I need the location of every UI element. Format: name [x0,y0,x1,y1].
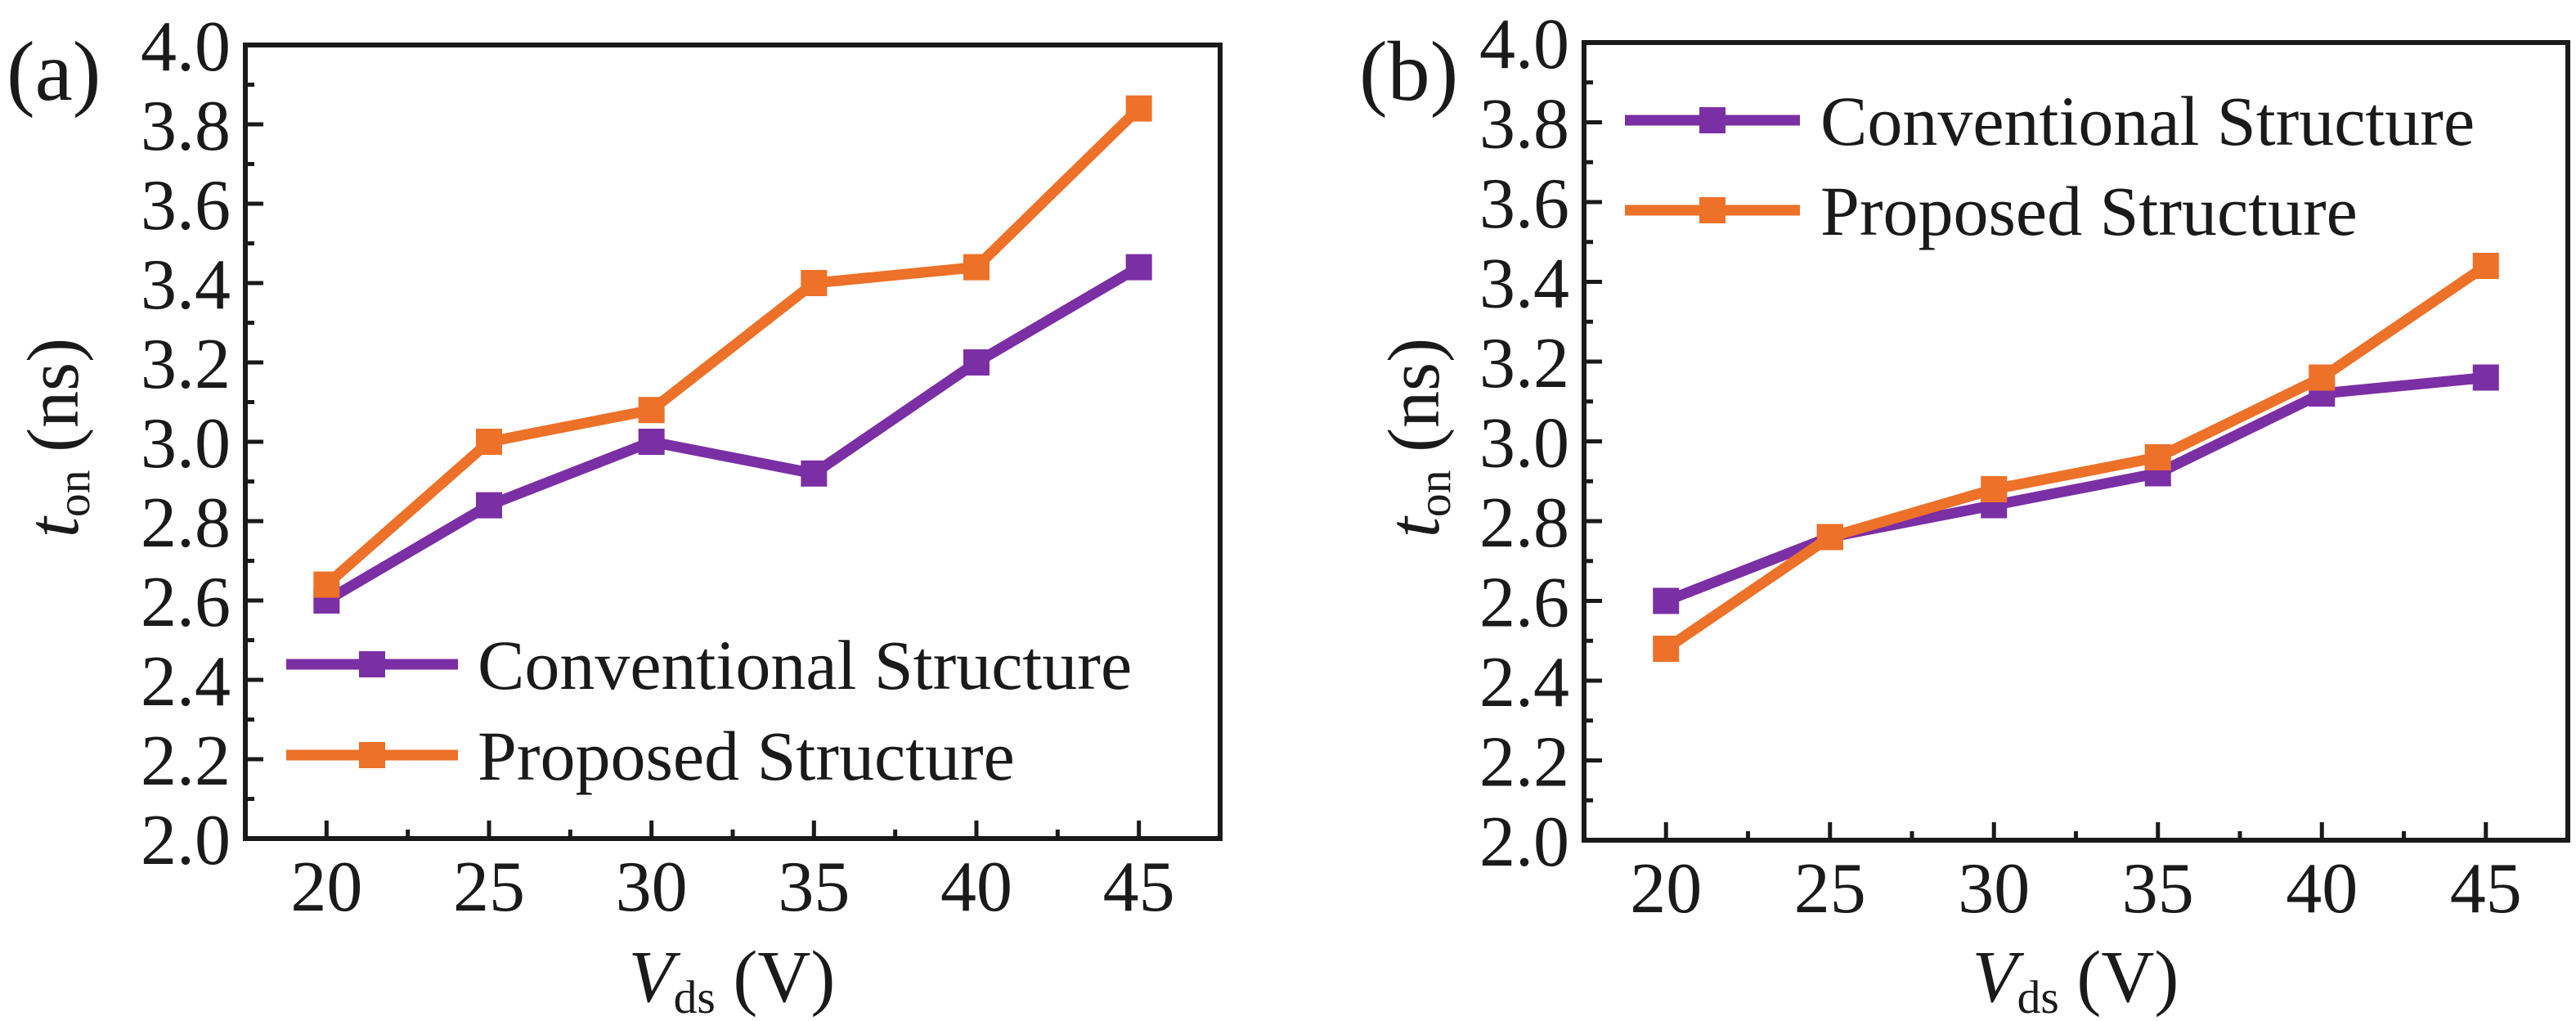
panel-a-x-tick-label: 30 [616,848,688,927]
x-axis-variable: V [628,937,674,1018]
y-axis-variable: t [13,517,94,538]
panel-b-x-axis-title: Vds (V) [1972,941,2179,1021]
panel-a-y-tick-label: 3.0 [141,404,231,484]
panel-b-plot-border [1582,40,2570,843]
panel-b-x-tick-label: 20 [1630,849,1702,929]
panel-b-y-tick-label: 2.8 [1479,484,1569,563]
panel-a-data-point-proposed [1125,95,1152,122]
y-axis-unit: (ns) [13,337,94,452]
panel-a-series-line-conventional [324,262,1142,605]
panel-a-data-point-proposed [313,571,340,598]
panel-b-y-tick-label: 2.6 [1479,564,1569,643]
panel-b-x-tick-label: 25 [1794,849,1866,929]
panel-a-data-point-conventional [638,429,665,455]
y-axis-unit: (ns) [1374,337,1455,452]
panel-b-data-point-proposed [1653,636,1680,662]
panel-b-legend-label-proposed: Proposed Structure [1820,172,2358,250]
x-axis-variable: V [1972,937,2017,1018]
panel-b-y-tick-label: 3.4 [1479,245,1569,324]
panel-a-x-axis-title: Vds (V) [629,941,836,1021]
panel-b-data-point-proposed [2309,364,2336,391]
panel-a-x-tick-label: 45 [1103,848,1175,927]
panel-a-y-tick-label: 2.8 [141,484,231,563]
panel-a-y-tick-label: 2.2 [141,722,231,801]
panel-b-data-point-proposed [2472,253,2499,279]
y-axis-variable: t [1374,517,1455,538]
panel-b-label: (b) [1359,25,1459,119]
panel-a-x-tick-label: 40 [940,848,1012,927]
panel-b-data-point-conventional [1653,587,1680,614]
panel-a-x-tick-label: 35 [778,848,850,927]
panel-b-y-tick-label: 3.2 [1479,324,1569,403]
panel-b-data-point-proposed [2144,444,2171,470]
panel-a-data-point-conventional [476,492,502,519]
panel-a-y-tick-label: 3.6 [141,166,231,245]
panel-a-y-tick-label: 3.2 [141,325,231,404]
y-axis-subscript: on [47,470,100,518]
panel-b-y-axis-title: ton (ns) [1374,338,1461,537]
panel-a-data-point-conventional [801,460,828,487]
panel-b-x-tick-label: 35 [2122,849,2194,929]
panel-b-y-tick-label: 2.0 [1479,803,1569,882]
panel-b-y-tick-label: 3.6 [1479,164,1569,244]
panel-a-label: (a) [7,25,101,119]
panel-b-y-tick-label: 2.2 [1479,723,1569,803]
panel-b-x-tick-label: 30 [1958,849,2030,929]
x-axis-subscript: ds [673,971,716,1021]
panel-b-legend-label-conventional: Conventional Structure [1820,82,2475,160]
panel-b-y-tick-label: 3.0 [1479,404,1569,484]
panel-a-legend-marker-proposed [359,742,385,768]
panel-a-data-point-proposed [963,254,990,281]
panel-a-y-tick-label: 3.8 [141,87,231,166]
panel-a-y-tick-label: 2.6 [141,563,231,642]
x-axis-unit: (V) [2076,937,2179,1018]
panel-a-y-tick-label: 4.0 [141,7,231,87]
panel-b-x-tick-label: 45 [2450,849,2522,929]
panel-a-data-point-proposed [638,397,665,424]
panel-a-x-tick-label: 20 [290,848,362,927]
panel-b-y-tick-label: 2.4 [1479,643,1569,722]
x-axis-unit: (V) [733,937,836,1018]
panel-a-data-point-conventional [963,349,990,376]
panel-a-legend-label-proposed: Proposed Structure [478,717,1015,795]
panel-a-y-tick-label: 2.0 [141,801,231,880]
panel-a-data-point-proposed [801,270,828,296]
panel-b-legend-marker-proposed [1699,197,1726,223]
panel-b-data-point-proposed [1981,476,2008,502]
panel-a-data-point-proposed [476,429,502,455]
panel-b-data-point-proposed [1816,524,1843,551]
y-axis-subscript: on [1408,470,1461,518]
panel-a-legend-marker-conventional [359,651,385,677]
panel-b-y-tick-label: 3.8 [1479,85,1569,164]
panel-a-y-axis-title: ton (ns) [13,338,100,537]
panel-b-data-point-conventional [2472,364,2499,391]
panel-b-y-tick-label: 4.0 [1479,5,1569,84]
panel-b-x-tick-label: 40 [2286,849,2358,929]
panel-b-series-line-conventional [1663,372,2487,606]
panel-a-series-line-proposed [323,104,1143,589]
panel-a-legend-label-conventional: Conventional Structure [478,626,1132,704]
panel-a-x-tick-label: 25 [453,848,525,927]
panel-b-legend-marker-conventional [1699,107,1726,133]
panel-b-series-line-proposed [1663,261,2489,654]
panel-a-data-point-conventional [1125,254,1152,281]
panel-a-y-tick-label: 2.4 [141,642,231,722]
panel-a-y-tick-label: 3.4 [141,245,231,325]
x-axis-subscript: ds [2017,971,2059,1021]
